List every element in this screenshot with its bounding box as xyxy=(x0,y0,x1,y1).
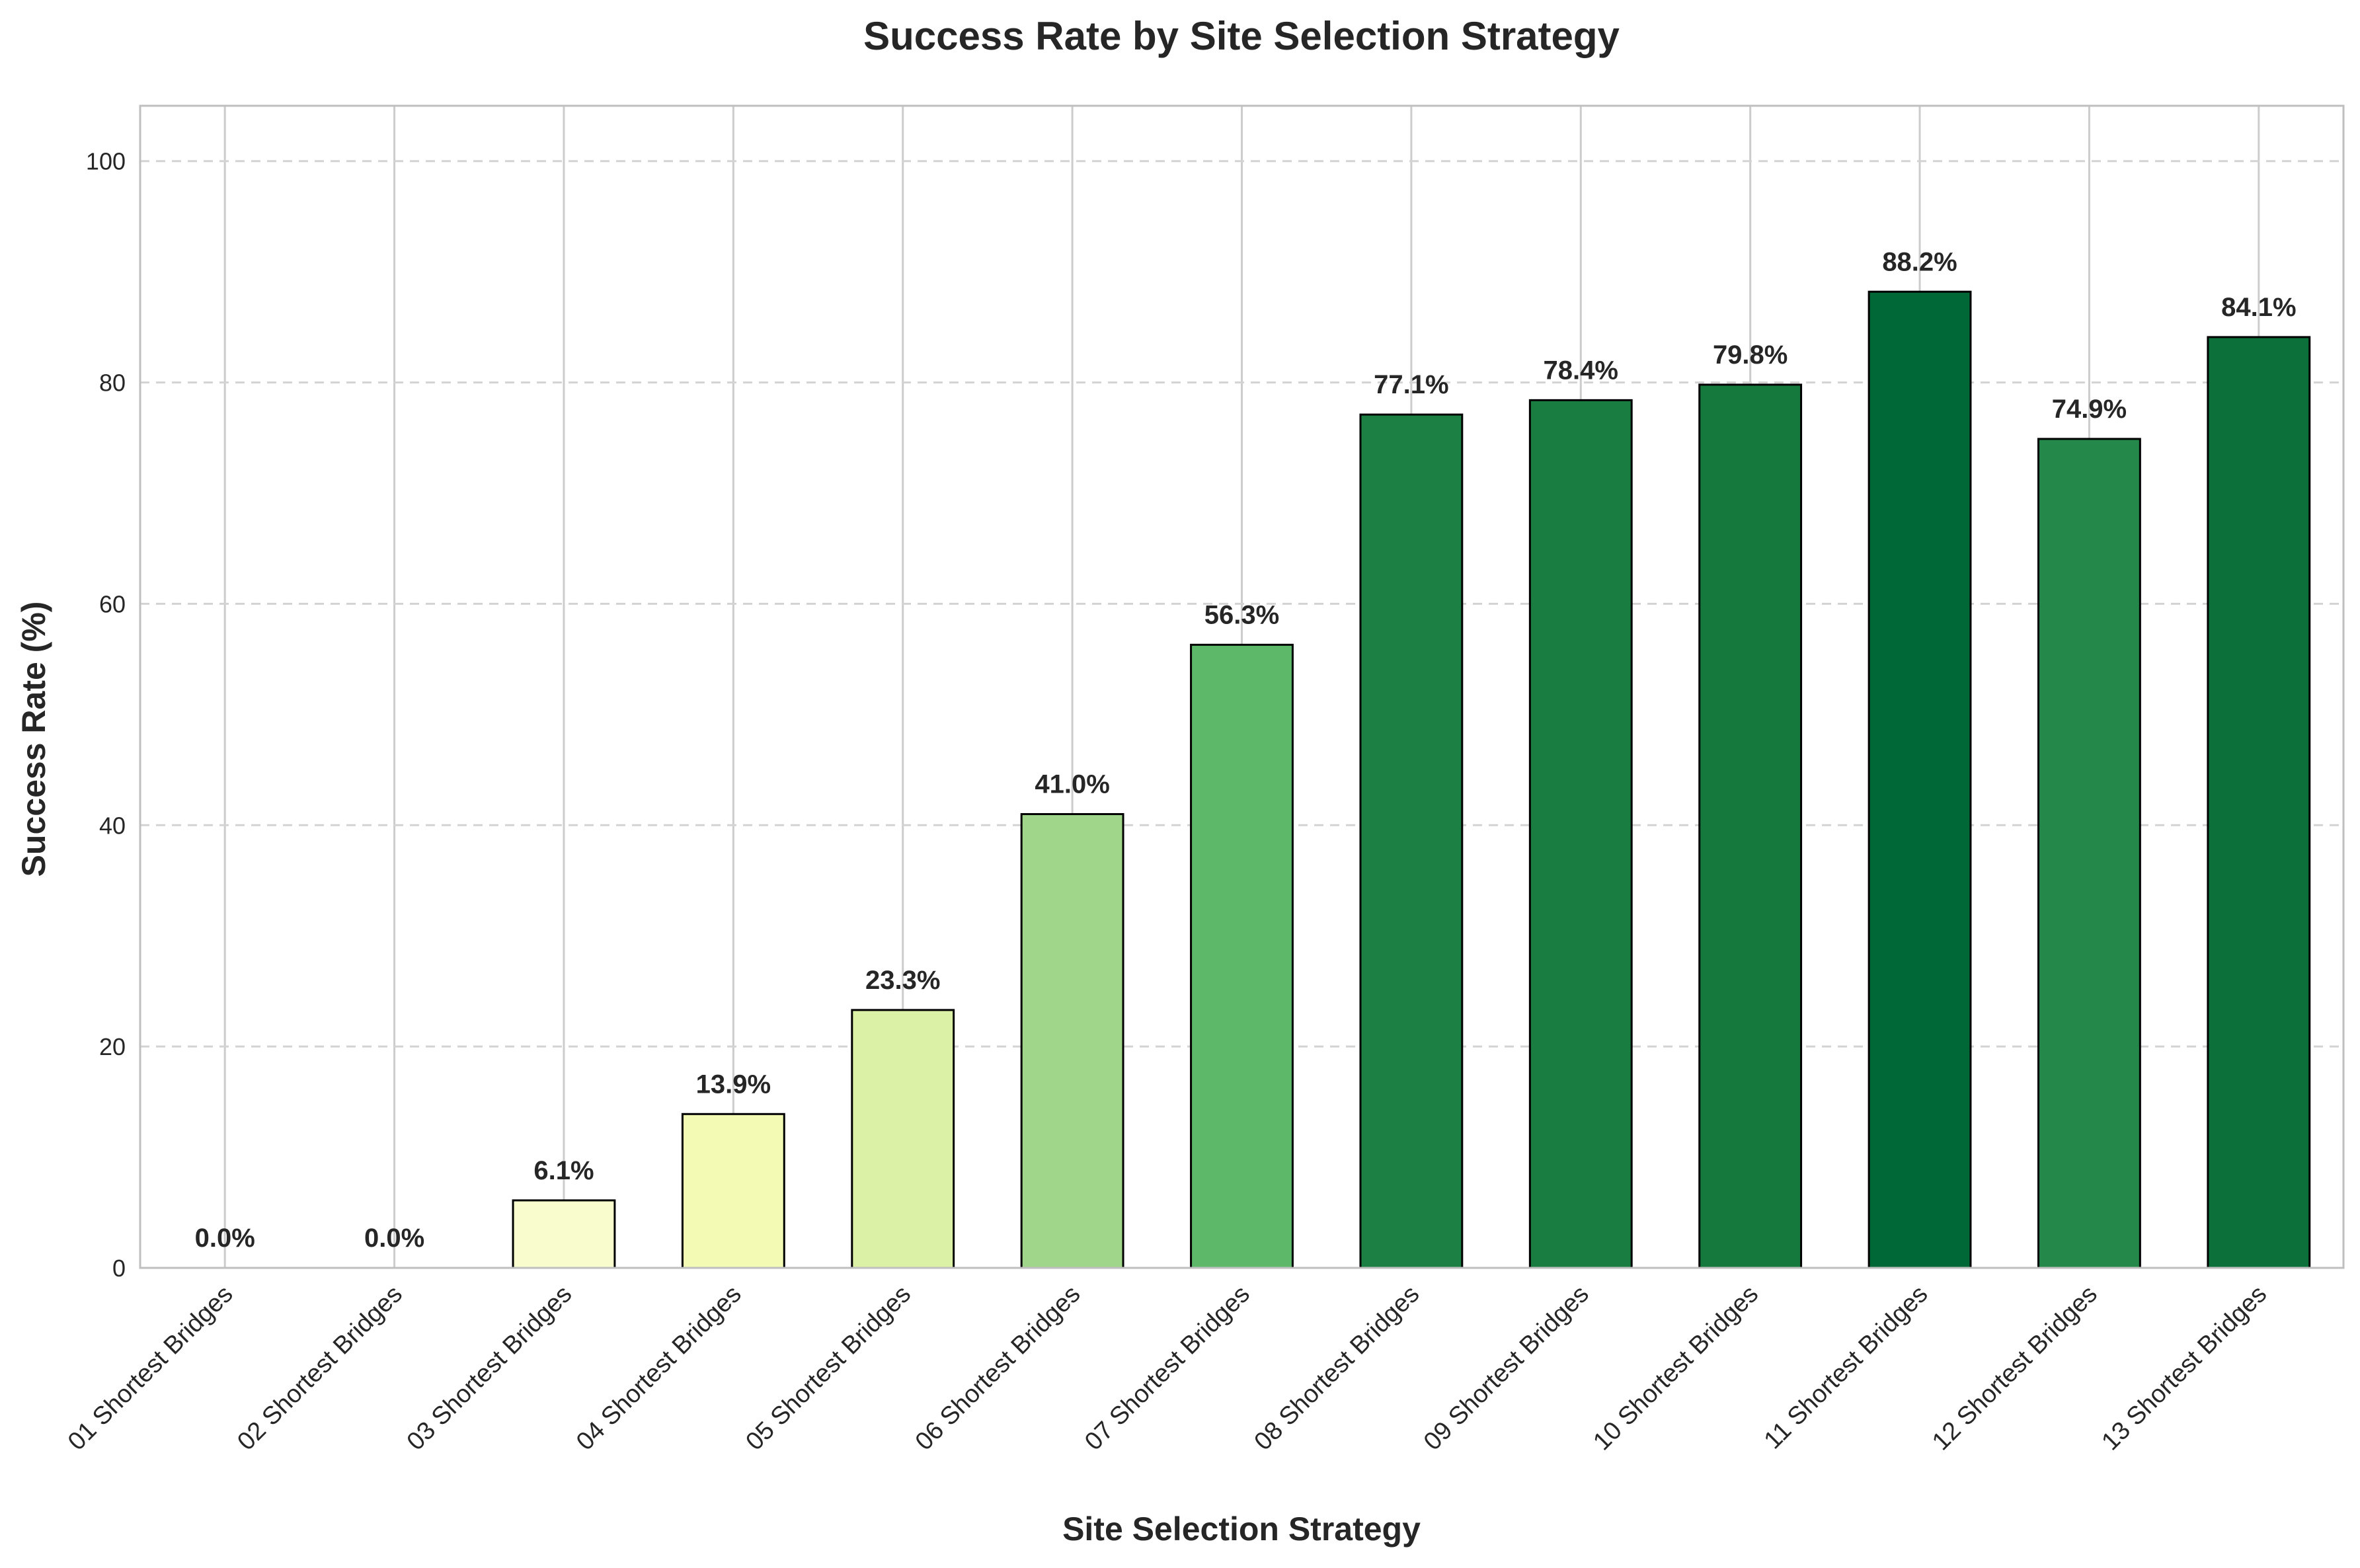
chart-title: Success Rate by Site Selection Strategy xyxy=(863,14,1620,58)
data-label: 6.1% xyxy=(533,1156,594,1185)
x-tick-label: 02 Shortest Bridges xyxy=(232,1280,408,1456)
bar xyxy=(1528,399,1633,1269)
x-tick-label: 08 Shortest Bridges xyxy=(1249,1280,1425,1456)
bar xyxy=(1190,643,1294,1269)
x-tick-label: 06 Shortest Bridges xyxy=(910,1280,1086,1456)
bar xyxy=(681,1113,785,1269)
y-tick-label: 40 xyxy=(99,812,126,839)
x-tick-label: 11 Shortest Bridges xyxy=(1759,1280,1934,1455)
data-label: 0.0% xyxy=(364,1224,424,1253)
data-label: 84.1% xyxy=(2221,293,2296,322)
bar xyxy=(851,1009,955,1269)
x-tick-label: 13 Shortest Bridges xyxy=(2096,1280,2272,1456)
data-label: 77.1% xyxy=(1374,370,1448,399)
x-tick-label: 09 Shortest Bridges xyxy=(1419,1280,1594,1456)
y-axis-ticks: 0 20 40 60 80 100 xyxy=(86,148,126,1282)
data-label: 56.3% xyxy=(1204,600,1279,629)
x-tick-label: 10 Shortest Bridges xyxy=(1588,1280,1764,1456)
data-label: 0.0% xyxy=(195,1224,255,1253)
data-labels: 0.0% 0.0% 6.1% 13.9% 23.3% 41.0% 56.3% 77.1% 78.… xyxy=(195,247,2297,1253)
y-tick-label: 100 xyxy=(86,148,126,175)
bar xyxy=(2207,336,2311,1269)
x-tick-label: 07 Shortest Bridges xyxy=(1080,1280,1255,1456)
y-tick-label: 80 xyxy=(99,370,126,397)
y-tick-label: 0 xyxy=(112,1255,126,1282)
data-label: 74.9% xyxy=(2052,395,2127,424)
data-label: 23.3% xyxy=(865,966,940,995)
bars xyxy=(512,290,2311,1269)
bar xyxy=(1020,813,1124,1269)
data-label: 41.0% xyxy=(1035,770,1109,799)
bar xyxy=(512,1199,616,1269)
y-tick-label: 20 xyxy=(99,1033,126,1060)
x-tick-label: 03 Shortest Bridges xyxy=(402,1280,578,1456)
bar xyxy=(1868,290,1972,1269)
x-tick-label: 12 Shortest Bridges xyxy=(1927,1280,2103,1456)
x-tick-label: 01 Shortest Bridges xyxy=(63,1280,239,1456)
data-label: 88.2% xyxy=(1882,247,1957,276)
x-tick-label: 04 Shortest Bridges xyxy=(571,1280,747,1456)
x-axis-label: Site Selection Strategy xyxy=(1062,1510,1421,1548)
y-tick-label: 60 xyxy=(99,590,126,617)
y-axis-label: Success Rate (%) xyxy=(15,602,52,877)
data-label: 78.4% xyxy=(1544,356,1618,385)
plot-frame xyxy=(139,104,2345,1269)
data-label: 13.9% xyxy=(696,1070,771,1099)
data-label: 79.8% xyxy=(1713,340,1788,370)
x-tick-label: 05 Shortest Bridges xyxy=(740,1280,916,1456)
bar xyxy=(1698,383,1803,1269)
bar xyxy=(2037,438,2141,1269)
bar xyxy=(1359,413,1464,1269)
